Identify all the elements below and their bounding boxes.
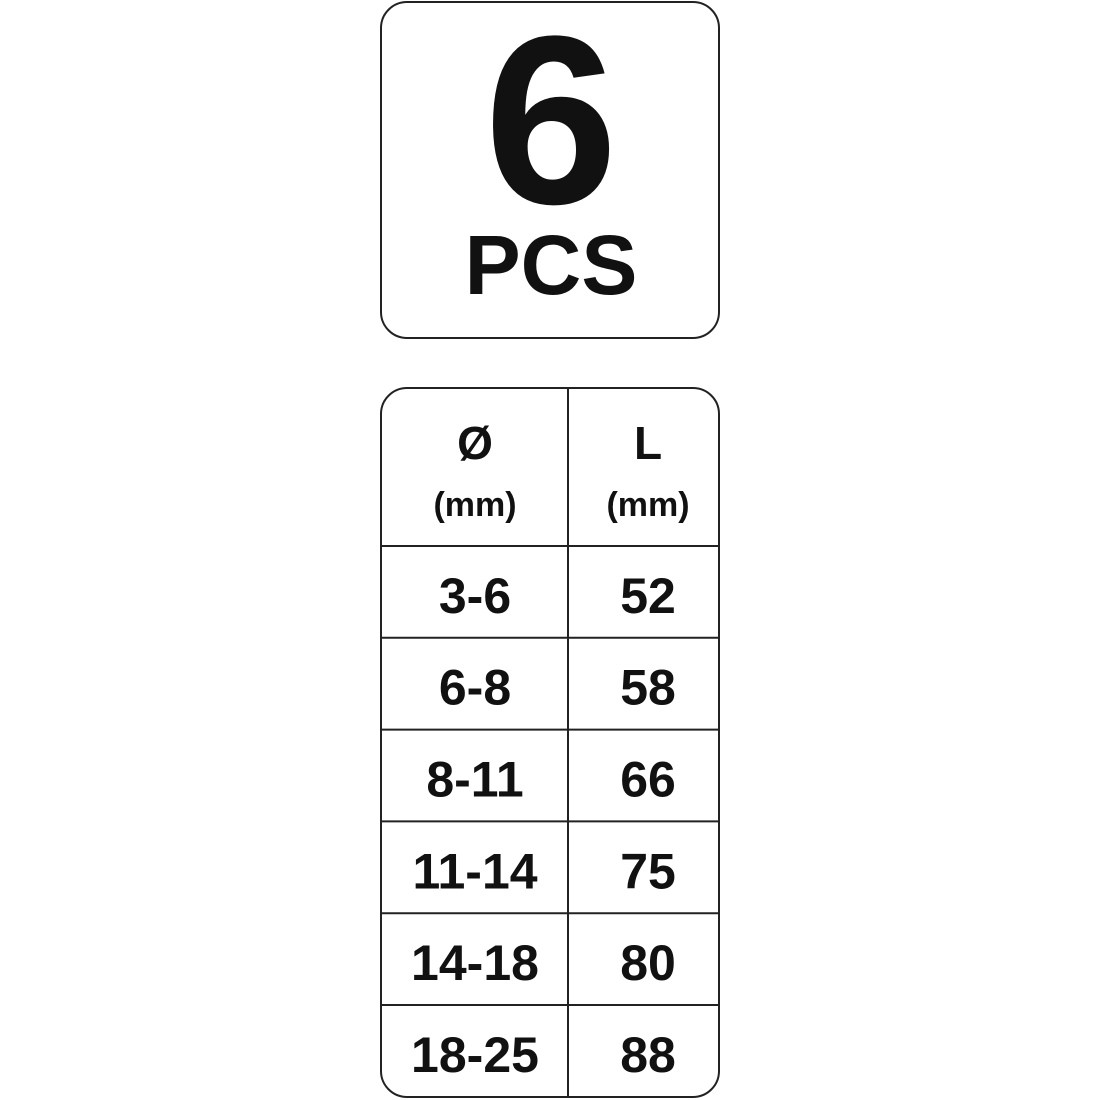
cell: 8-11	[426, 752, 523, 808]
cell: 75	[620, 843, 676, 899]
cell: 14-18	[411, 935, 539, 991]
cell: 88	[620, 1027, 676, 1083]
header-unit: (mm)	[606, 486, 689, 524]
header-unit: (mm)	[433, 486, 516, 524]
cell: 52	[620, 568, 676, 624]
badge-box	[380, 1, 720, 339]
cell: 3-6	[439, 568, 511, 624]
cell: 58	[620, 660, 676, 716]
cell: 6-8	[439, 660, 511, 716]
table-box	[380, 387, 720, 1098]
header-symbol: Ø	[457, 417, 493, 469]
badge-count: 6	[484, 0, 617, 254]
badge-unit: PCS	[465, 218, 638, 312]
cell: 80	[620, 935, 676, 991]
cell: 11-14	[412, 843, 537, 899]
header-symbol: L	[634, 417, 662, 469]
cell: 18-25	[411, 1027, 539, 1083]
cell: 66	[620, 752, 676, 808]
